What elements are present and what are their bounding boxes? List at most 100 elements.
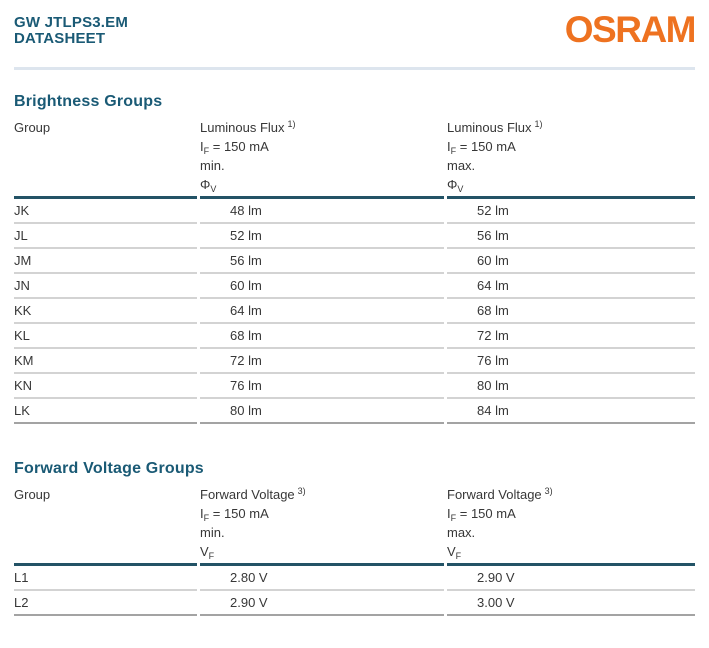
- condition-subscript: F: [450, 513, 457, 523]
- quantity-text: Luminous Flux: [200, 120, 285, 135]
- min-value-cell: 76 lm: [200, 374, 444, 399]
- quantity-text: Forward Voltage: [447, 487, 542, 502]
- forward-voltage-table-body: L1 2.80 V 2.90 V L2 2.90 V 3.00 V: [14, 566, 695, 616]
- test-condition: IF = 150 mA: [447, 504, 695, 523]
- min-value-cell: 52 lm: [200, 224, 444, 249]
- group-cell: JN: [14, 274, 197, 299]
- min-value-cell: 60 lm: [200, 274, 444, 299]
- group-cell: KM: [14, 349, 197, 374]
- min-value-cell: 2.90 V: [200, 591, 444, 616]
- brightness-table-body: JK 48 lm 52 lm JL 52 lm 56 lm JM 56 lm 60 lm JN 60…: [14, 199, 695, 424]
- group-cell: L2: [14, 591, 197, 616]
- condition-symbol: I: [447, 506, 451, 521]
- max-value-cell: 72 lm: [447, 324, 695, 349]
- symbol-subscript: F: [455, 551, 462, 561]
- header-divider: [14, 67, 695, 70]
- quantity-label: Luminous Flux 1): [200, 118, 444, 137]
- limit-label: max.: [447, 158, 476, 173]
- limit-label: min.: [200, 525, 225, 540]
- forward-voltage-header-row: Group Forward Voltage 3) IF = 150 mA min.…: [14, 485, 695, 566]
- table-row: L2 2.90 V 3.00 V: [14, 591, 695, 616]
- group-cell: JL: [14, 224, 197, 249]
- column-header-min: Forward Voltage 3) IF = 150 mA min. VF: [200, 485, 444, 566]
- forward-voltage-table: Group Forward Voltage 3) IF = 150 mA min.…: [11, 485, 698, 616]
- symbol-subscript: V: [210, 184, 217, 194]
- symbol-label: ΦV: [200, 175, 444, 194]
- group-cell: JM: [14, 249, 197, 274]
- footnote-marker: 1): [287, 118, 296, 129]
- symbol-subscript: F: [208, 551, 215, 561]
- condition-symbol: I: [200, 139, 204, 154]
- condition-value: = 150 mA: [456, 139, 516, 154]
- test-condition: IF = 150 mA: [200, 137, 444, 156]
- table-row: KL 68 lm 72 lm: [14, 324, 695, 349]
- group-column-label: Group: [14, 120, 51, 135]
- quantity-label: Luminous Flux 1): [447, 118, 695, 137]
- limit-label: min.: [200, 158, 225, 173]
- group-cell: KL: [14, 324, 197, 349]
- quantity-label: Forward Voltage 3): [200, 485, 444, 504]
- table-row: L1 2.80 V 2.90 V: [14, 566, 695, 591]
- quantity-text: Luminous Flux: [447, 120, 532, 135]
- symbol-base: Φ: [200, 177, 211, 192]
- max-value-cell: 76 lm: [447, 349, 695, 374]
- symbol-label: VF: [200, 542, 444, 561]
- symbol-subscript: V: [457, 184, 464, 194]
- max-value-cell: 80 lm: [447, 374, 695, 399]
- condition-value: = 150 mA: [209, 139, 269, 154]
- group-cell: L1: [14, 566, 197, 591]
- brightness-table: Group Luminous Flux 1) IF = 150 mA min. Φ…: [11, 118, 698, 424]
- condition-subscript: F: [203, 513, 210, 523]
- group-cell: JK: [14, 199, 197, 224]
- group-cell: KN: [14, 374, 197, 399]
- max-value-cell: 52 lm: [447, 199, 695, 224]
- limit-label: max.: [447, 525, 476, 540]
- symbol-base: V: [447, 544, 456, 559]
- product-title: GW JTLPS3.EM: [14, 14, 129, 31]
- test-condition: IF = 150 mA: [447, 137, 695, 156]
- group-column-label: Group: [14, 487, 51, 502]
- max-value-cell: 84 lm: [447, 399, 695, 424]
- table-row: KM 72 lm 76 lm: [14, 349, 695, 374]
- symbol-base: V: [200, 544, 209, 559]
- table-row: KK 64 lm 68 lm: [14, 299, 695, 324]
- max-value-cell: 2.90 V: [447, 566, 695, 591]
- min-value-cell: 64 lm: [200, 299, 444, 324]
- condition-value: = 150 mA: [456, 506, 516, 521]
- condition-symbol: I: [447, 139, 451, 154]
- forward-voltage-section-title: Forward Voltage Groups: [14, 460, 204, 477]
- column-header-min: Luminous Flux 1) IF = 150 mA min. ΦV: [200, 118, 444, 199]
- table-row: JN 60 lm 64 lm: [14, 274, 695, 299]
- min-value-cell: 80 lm: [200, 399, 444, 424]
- max-value-cell: 60 lm: [447, 249, 695, 274]
- max-value-cell: 64 lm: [447, 274, 695, 299]
- group-cell: KK: [14, 299, 197, 324]
- max-value-cell: 56 lm: [447, 224, 695, 249]
- symbol-label: ΦV: [447, 175, 695, 194]
- min-value-cell: 2.80 V: [200, 566, 444, 591]
- min-value-cell: 72 lm: [200, 349, 444, 374]
- table-row: JK 48 lm 52 lm: [14, 199, 695, 224]
- symbol-label: VF: [447, 542, 695, 561]
- column-header-max: Forward Voltage 3) IF = 150 mA max. VF: [447, 485, 695, 566]
- table-row: LK 80 lm 84 lm: [14, 399, 695, 424]
- title-block: GW JTLPS3.EM DATASHEET: [14, 15, 128, 47]
- brightness-section-title: Brightness Groups: [14, 93, 163, 110]
- datasheet-page: GW JTLPS3.EM DATASHEET OSRAM Brightness …: [11, 9, 698, 616]
- condition-subscript: F: [203, 146, 210, 156]
- column-header-max: Luminous Flux 1) IF = 150 mA max. ΦV: [447, 118, 695, 199]
- condition-value: = 150 mA: [209, 506, 269, 521]
- page-header: GW JTLPS3.EM DATASHEET OSRAM: [14, 9, 697, 50]
- symbol-base: Φ: [447, 177, 458, 192]
- footnote-marker: 3): [544, 485, 553, 496]
- min-value-cell: 68 lm: [200, 324, 444, 349]
- max-value-cell: 68 lm: [447, 299, 695, 324]
- condition-subscript: F: [450, 146, 457, 156]
- max-value-cell: 3.00 V: [447, 591, 695, 616]
- table-row: JL 52 lm 56 lm: [14, 224, 695, 249]
- quantity-label: Forward Voltage 3): [447, 485, 695, 504]
- test-condition: IF = 150 mA: [200, 504, 444, 523]
- osram-logo: OSRAM: [564, 9, 697, 50]
- doc-type-label: DATASHEET: [14, 30, 106, 47]
- footnote-marker: 1): [534, 118, 543, 129]
